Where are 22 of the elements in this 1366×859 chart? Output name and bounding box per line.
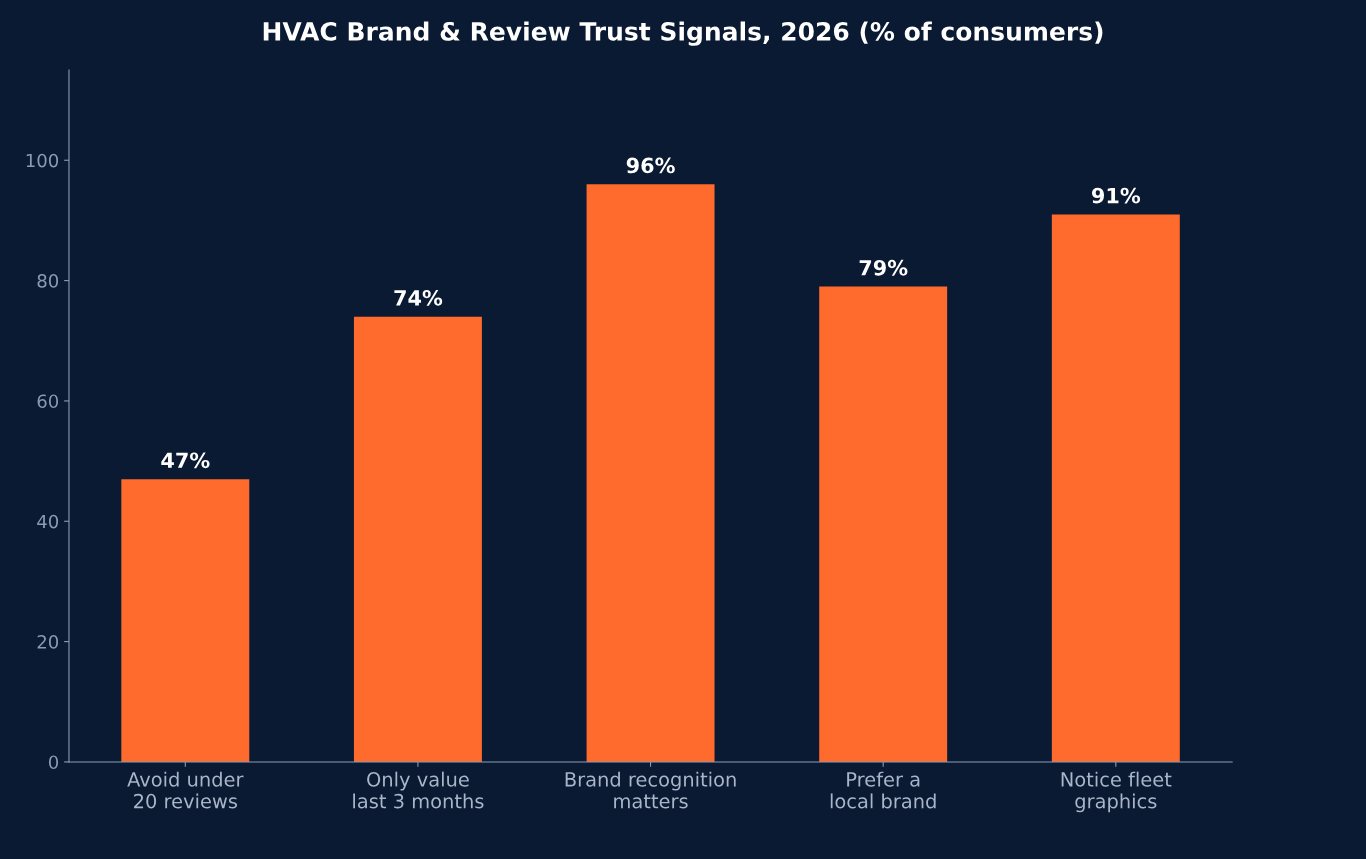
bar (819, 286, 948, 762)
y-tick-label: 20 (37, 635, 59, 649)
y-tick-label: 0 (48, 755, 59, 770)
data-label: 79% (859, 259, 908, 276)
x-tick-label: Avoid under 20 reviews (127, 771, 244, 809)
chart-title: HVAC Brand & Review Trust Signals, 2026 (% of consumers) (263, 21, 1103, 46)
x-tick-label: Only value last 3 months (353, 771, 484, 809)
data-label: 74% (394, 289, 443, 306)
data-label: 96% (626, 157, 675, 174)
x-tick-label: Brand recognition matters (565, 771, 736, 809)
bar (1051, 214, 1180, 762)
bar (586, 184, 715, 762)
bar (353, 316, 482, 762)
data-label: 47% (161, 452, 210, 469)
y-tick-label: 60 (37, 394, 59, 409)
data-label: 91% (1091, 187, 1141, 204)
x-tick-label: Prefer a local brand (830, 771, 936, 809)
y-tick-label: 80 (37, 274, 59, 288)
bar (121, 479, 250, 762)
y-tick-label: 40 (37, 514, 59, 529)
y-tick-label: 100 (26, 153, 59, 168)
x-tick-label: Notice fleet graphics (1061, 771, 1172, 813)
